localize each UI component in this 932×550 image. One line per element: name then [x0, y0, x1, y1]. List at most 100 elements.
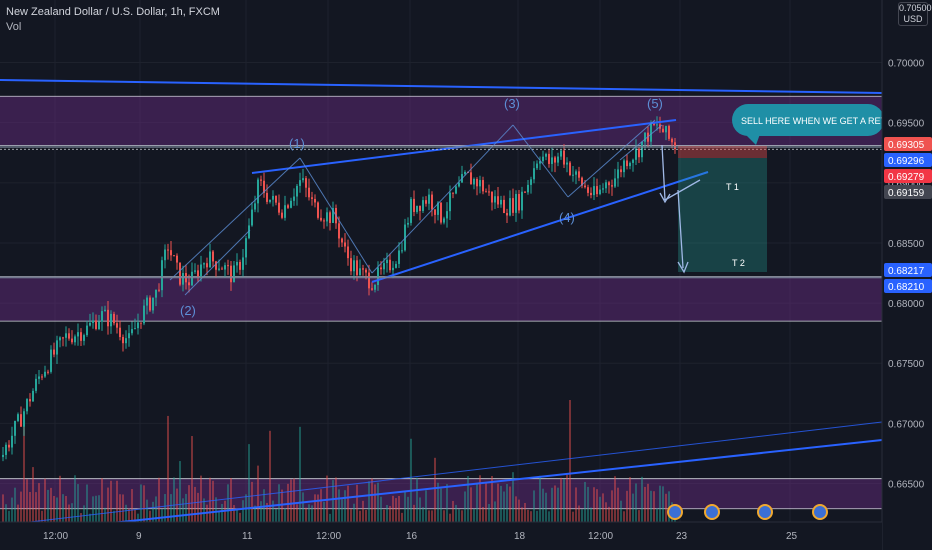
- volume-bar: [329, 513, 331, 522]
- volume-bar: [221, 503, 223, 522]
- volume-bar: [479, 475, 481, 522]
- volume-bar: [350, 509, 352, 522]
- volume-bar: [44, 478, 46, 522]
- candle-body: [182, 273, 184, 285]
- price-label-badge[interactable]: [884, 169, 932, 183]
- volume-bar: [74, 475, 76, 522]
- candle-body: [56, 340, 58, 355]
- candle-body: [302, 178, 304, 181]
- channel-upper-line[interactable]: [251, 119, 677, 174]
- supply-demand-zone[interactable]: [0, 478, 882, 509]
- candle-body: [341, 238, 343, 243]
- volume-bar: [176, 488, 178, 522]
- candle-body: [449, 192, 451, 212]
- candle-body: [635, 148, 637, 160]
- candle-body: [368, 272, 370, 289]
- take-profit-area[interactable]: [678, 158, 767, 272]
- long-trendline-thin[interactable]: [29, 421, 883, 523]
- target-label-t1: T 1: [726, 182, 739, 192]
- price-label-badge[interactable]: [884, 279, 932, 293]
- sell-callout-bubble[interactable]: [732, 104, 884, 136]
- economic-event-icon[interactable]: [757, 504, 773, 520]
- volume-bar: [566, 474, 568, 522]
- candle-body: [98, 321, 100, 330]
- volume-bar: [323, 501, 325, 522]
- candle-body: [233, 265, 235, 283]
- volume-bar: [632, 493, 634, 522]
- price-label-badge[interactable]: [884, 153, 932, 167]
- long-trendline-upper[interactable]: [0, 79, 883, 94]
- currency-badge[interactable]: 0.70500 USD: [898, 2, 932, 26]
- candle-body: [626, 160, 628, 167]
- candle-body: [464, 171, 466, 175]
- volume-bar: [152, 501, 154, 522]
- volume-bar: [344, 490, 346, 522]
- volume-bar: [647, 483, 649, 522]
- volume-indicator-label[interactable]: Vol: [6, 21, 22, 33]
- volume-bar: [320, 489, 322, 522]
- volume-bar: [203, 498, 205, 522]
- stop-loss-area[interactable]: [678, 146, 767, 158]
- candle-body: [317, 202, 319, 218]
- candle-body: [401, 250, 403, 252]
- economic-event-icon[interactable]: [704, 504, 720, 520]
- candle-body: [500, 199, 502, 205]
- volume-bar: [68, 504, 70, 522]
- candle-body: [410, 198, 412, 223]
- channel-lower-line[interactable]: [371, 171, 709, 283]
- candle-body: [74, 336, 76, 343]
- candle-body: [131, 329, 133, 334]
- price-label-badge[interactable]: [884, 137, 932, 151]
- volume-bar: [521, 507, 523, 522]
- supply-demand-zone[interactable]: [0, 276, 882, 322]
- time-axis-background[interactable]: [0, 522, 882, 550]
- candle-body: [413, 198, 415, 212]
- volume-bar: [62, 494, 64, 522]
- volume-bar: [389, 505, 391, 522]
- candle-body: [14, 420, 16, 436]
- candle-body: [533, 168, 535, 180]
- volume-bar: [284, 508, 286, 522]
- candle-body: [437, 202, 439, 215]
- volume-bar: [35, 492, 37, 522]
- candle-body: [254, 203, 256, 210]
- volume-bar: [254, 505, 256, 522]
- volume-bar: [422, 507, 424, 522]
- price-label-badge[interactable]: [884, 263, 932, 277]
- volume-bar: [191, 436, 193, 522]
- volume-bar: [83, 505, 85, 522]
- candle-body: [590, 192, 592, 196]
- volume-bar: [293, 478, 295, 522]
- candle-body: [236, 261, 238, 266]
- volume-bar: [395, 498, 397, 522]
- price-label-badge[interactable]: [884, 185, 932, 199]
- volume-bar: [497, 483, 499, 522]
- elliott-wave-path: [299, 157, 373, 274]
- volume-bar: [257, 465, 259, 522]
- candle-body: [188, 282, 190, 286]
- long-trendline-lower[interactable]: [0, 439, 883, 536]
- volume-bar: [149, 510, 151, 522]
- volume-bar: [134, 509, 136, 522]
- volume-bar: [443, 510, 445, 522]
- volume-bar: [482, 506, 484, 522]
- price-label-text: 0.68217: [888, 266, 925, 277]
- economic-event-icon[interactable]: [812, 504, 828, 520]
- volume-bar: [374, 484, 376, 522]
- wave-label: (2): [180, 303, 196, 318]
- candle-body: [650, 122, 652, 142]
- volume-bar: [563, 479, 565, 522]
- volume-bar: [230, 477, 232, 522]
- volume-bar: [638, 510, 640, 522]
- candle-body: [110, 313, 112, 327]
- volume-bar: [296, 504, 298, 522]
- candle-body: [332, 208, 334, 223]
- volume-bar: [407, 496, 409, 522]
- economic-event-icon[interactable]: [667, 504, 683, 520]
- price-axis-tick: 0.68500: [888, 239, 925, 250]
- volume-bar: [170, 494, 172, 522]
- candle-body: [554, 157, 556, 163]
- candle-body: [386, 259, 388, 264]
